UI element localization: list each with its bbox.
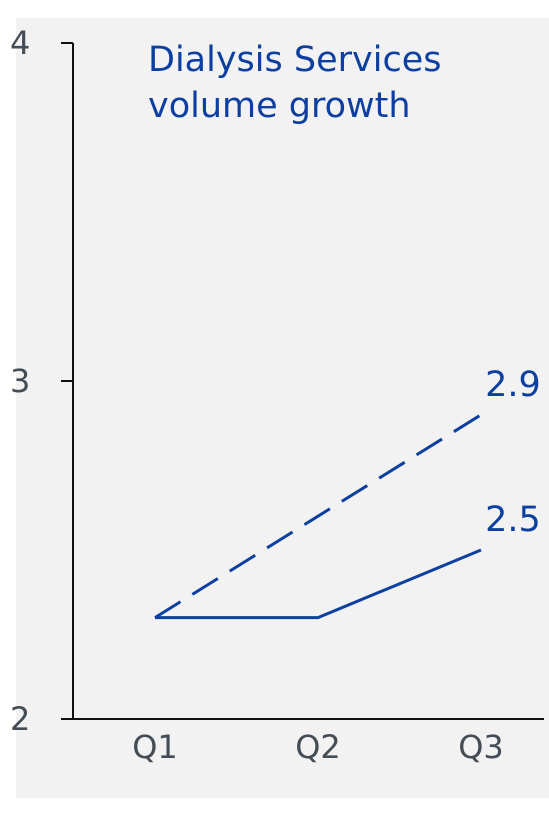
chart-title-line-2: volume growth [148,86,411,126]
dashed-series-line [154,413,482,619]
y-tick-label: 2 [10,700,30,738]
chart-title-line-1: Dialysis Services [148,40,441,80]
x-tick-label: Q3 [458,728,504,766]
y-tick-label: 4 [10,24,30,62]
y-axis-ticks: 2 3 4 [10,24,73,738]
data-labels-layer: 2.9 2.5 [485,365,541,540]
solid-series-line [155,548,482,620]
chart-panel [16,18,549,798]
x-tick-label: Q1 [132,728,178,766]
x-axis-ticks: Q1 Q2 Q3 [132,728,504,766]
chart-title: Dialysis Services volume growth [148,40,441,126]
y-tick-label: 3 [10,362,30,400]
series-end-label: 2.5 [485,500,541,540]
x-tick-label: Q2 [295,728,341,766]
series-layer [154,413,482,620]
series-end-label: 2.9 [485,365,541,405]
